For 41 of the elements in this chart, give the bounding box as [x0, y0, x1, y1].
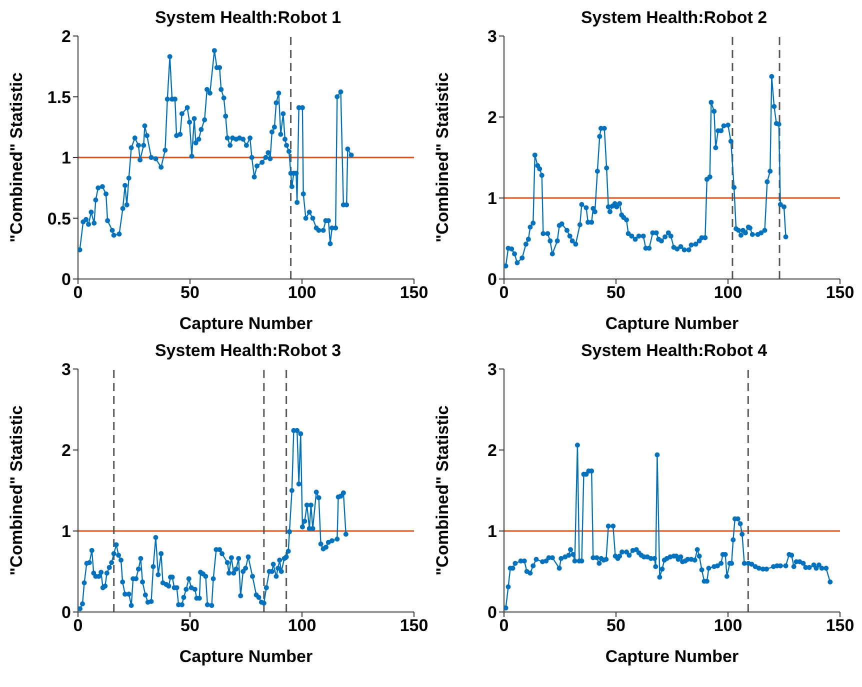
- y-tick-label: 1: [488, 522, 497, 542]
- y-axis-title: "Combined" Statistic: [7, 72, 26, 243]
- y-axis-title: "Combined" Statistic: [7, 405, 26, 576]
- x-axis-title: Capture Number: [605, 647, 739, 666]
- y-tick-label: 0: [62, 270, 71, 290]
- x-axis-title: Capture Number: [179, 647, 313, 666]
- chart-title: System Health:Robot 1: [154, 8, 342, 27]
- y-tick-label: 0: [488, 270, 497, 290]
- x-tick-label: 100: [288, 616, 316, 636]
- chart-title: System Health:Robot 3: [154, 341, 342, 360]
- y-tick-label: 0.5: [47, 209, 71, 228]
- y-tick-label: 3: [488, 360, 497, 380]
- x-tick-label: 100: [288, 283, 316, 302]
- x-tick-label: 100: [714, 283, 742, 302]
- y-tick-label: 2: [488, 441, 497, 460]
- x-tick-label: 100: [714, 616, 742, 636]
- x-tick-label: 150: [400, 283, 428, 302]
- x-tick-label: 150: [826, 283, 854, 302]
- chart-title: System Health:Robot 4: [580, 341, 768, 360]
- y-tick-label: 1: [488, 189, 497, 208]
- y-tick-label: 0: [488, 603, 497, 622]
- x-axis-title: Capture Number: [179, 314, 313, 333]
- y-tick-label: 0: [62, 603, 71, 622]
- y-tick-label: 1.5: [47, 88, 71, 107]
- x-tick-label: 50: [180, 283, 200, 302]
- y-tick-label: 2: [62, 27, 71, 46]
- y-tick-label: 2: [62, 441, 71, 460]
- x-tick-label: 50: [606, 283, 626, 302]
- y-tick-label: 1: [62, 522, 71, 542]
- x-tick-label: 50: [180, 616, 200, 636]
- y-axis-title: "Combined" Statistic: [433, 72, 452, 243]
- y-tick-label: 3: [62, 360, 71, 380]
- x-tick-label: 150: [826, 616, 854, 636]
- y-tick-label: 2: [488, 108, 497, 128]
- chart-title: System Health:Robot 2: [580, 8, 768, 27]
- x-tick-label: 150: [400, 616, 428, 636]
- x-tick-label: 50: [606, 616, 626, 636]
- y-tick-label: 3: [488, 27, 497, 46]
- x-axis-title: Capture Number: [605, 314, 739, 333]
- y-axis-title: "Combined" Statistic: [433, 405, 452, 576]
- y-tick-label: 1: [62, 148, 71, 168]
